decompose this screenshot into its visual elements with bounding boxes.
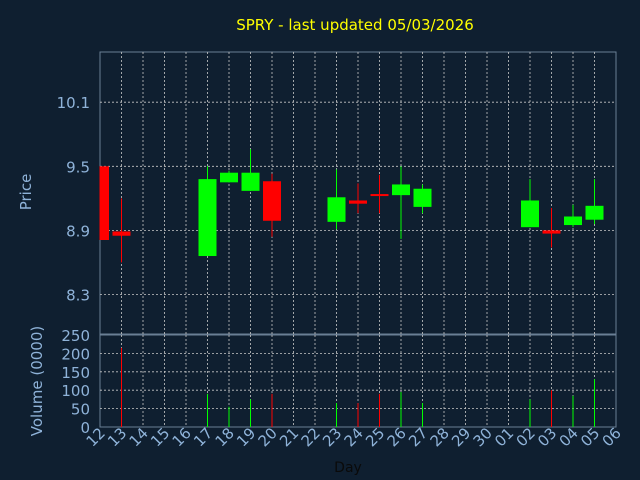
candle-body bbox=[392, 184, 410, 196]
price-panel: 10.1 9.5 8.9 8.3 bbox=[57, 51, 617, 335]
x-axis-label: Day bbox=[334, 460, 362, 476]
chart-title: SPRY - last updated 05/03/2026 bbox=[236, 16, 474, 34]
candle-body bbox=[241, 172, 260, 191]
candle-body bbox=[521, 200, 539, 228]
price-axis-label: Price bbox=[17, 174, 35, 211]
price-tick-label: 8.9 bbox=[66, 222, 90, 240]
x-axis: 1213141516171819202122232425262728293001… bbox=[83, 424, 625, 450]
candle-body bbox=[370, 194, 389, 197]
x-tick-label: 06 bbox=[599, 424, 625, 450]
candle-body bbox=[585, 205, 604, 220]
price-tick-label: 10.1 bbox=[57, 94, 90, 112]
volume-tick-label: 250 bbox=[61, 327, 90, 345]
price-tick-label: 8.3 bbox=[66, 286, 90, 304]
candle-body bbox=[112, 231, 131, 236]
candle-body bbox=[100, 166, 109, 240]
candle-body bbox=[327, 197, 346, 222]
candle-body bbox=[220, 172, 238, 183]
volume-tick-label: 150 bbox=[61, 364, 90, 382]
volume-tick-label: 100 bbox=[61, 382, 90, 400]
candle-body bbox=[263, 181, 281, 221]
candle-body bbox=[198, 179, 217, 257]
candle-body bbox=[542, 230, 561, 234]
candle-body bbox=[413, 188, 432, 207]
volume-axis-label: Volume (0000) bbox=[28, 326, 46, 436]
candle-body bbox=[564, 216, 582, 226]
volume-tick-label: 0 bbox=[80, 419, 90, 437]
candle-body bbox=[349, 200, 367, 204]
volume-tick-label: 200 bbox=[61, 345, 90, 363]
volume-tick-label: 50 bbox=[71, 401, 90, 419]
price-tick-label: 9.5 bbox=[66, 158, 90, 176]
